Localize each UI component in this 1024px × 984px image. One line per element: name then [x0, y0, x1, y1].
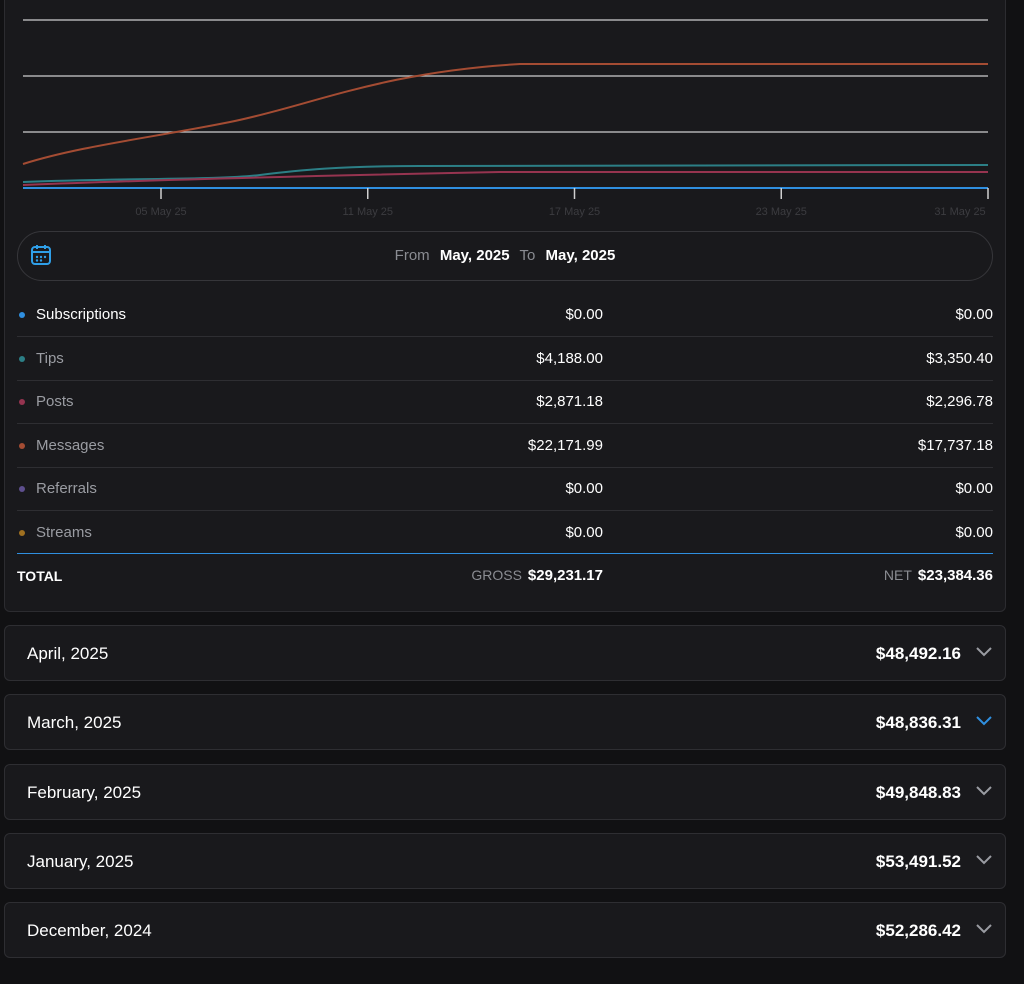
- breakdown-row: Messages $22,171.99 $17,737.18: [17, 424, 993, 468]
- messages-line: [22, 63, 988, 165]
- month-row[interactable]: March, 2025 $48,836.31: [4, 694, 1006, 751]
- net-value: $23,384.36: [917, 567, 993, 584]
- total-gross: GROSS $29,231.17: [471, 567, 603, 584]
- row-net: $2,296.78: [926, 393, 993, 411]
- row-gross: $0.00: [565, 306, 603, 323]
- month-name: February, 2025: [27, 782, 142, 802]
- x-tick-label: 05 May 25: [135, 206, 186, 218]
- calendar-icon: [31, 245, 51, 265]
- breakdown-row: Referrals $0.00 $0.00: [17, 467, 993, 512]
- to-label: To: [519, 247, 536, 264]
- month-row[interactable]: February, 2025 $49,848.83: [4, 763, 1006, 820]
- chevron: [976, 924, 992, 934]
- from-label: From: [394, 247, 430, 264]
- chevron: [976, 716, 992, 726]
- month-row[interactable]: January, 2025 $53,491.52: [4, 832, 1006, 889]
- chevron-path: [976, 785, 992, 796]
- divider: [17, 553, 993, 554]
- gross-value: $29,231.17: [527, 567, 603, 584]
- row-gross: $4,188.00: [536, 349, 603, 367]
- date-range[interactable]: From May, 2025 To May, 2025: [17, 231, 993, 281]
- row-name: Streams: [36, 524, 92, 541]
- x-tick-label: 23 May 25: [756, 206, 807, 218]
- legend-dot: [19, 312, 25, 318]
- month-name: January, 2025: [27, 851, 134, 871]
- row-net: $0.00: [955, 306, 993, 323]
- row-name: Messages: [36, 436, 105, 454]
- legend-dot: [19, 530, 25, 536]
- from-value: May, 2025: [439, 247, 510, 264]
- row-gross: $0.00: [565, 524, 603, 541]
- row-name: Posts: [36, 393, 74, 411]
- month-name: April, 2025: [27, 644, 109, 663]
- breakdown-row: Posts $2,871.18 $2,296.78: [17, 380, 993, 425]
- x-tick-label: 11 May 25: [342, 206, 393, 218]
- chevron-path: [976, 855, 992, 865]
- month-amount: $52,286.42: [875, 921, 961, 941]
- month-amount: $48,492.16: [875, 644, 961, 663]
- row-gross: $2,871.18: [536, 393, 603, 411]
- month-name: December, 2024: [27, 921, 152, 941]
- row-net: $0.00: [955, 480, 993, 498]
- earnings-panel: [4, 0, 1006, 612]
- chevron: [976, 855, 992, 865]
- month-amount: $53,491.52: [875, 851, 961, 871]
- to-value: May, 2025: [545, 247, 616, 264]
- legend-dot: [19, 442, 25, 449]
- month-row[interactable]: April, 2025 $48,492.16: [4, 625, 1006, 681]
- row-gross: $22,171.99: [527, 436, 603, 454]
- net-label: NET: [883, 567, 912, 583]
- chevron-path: [976, 924, 992, 934]
- month-amount: $48,836.31: [875, 713, 961, 733]
- breakdown-row: Subscriptions $0.00 $0.00: [17, 293, 993, 337]
- range-text: From May, 2025 To May, 2025: [18, 247, 992, 264]
- chevron: [976, 785, 992, 796]
- chevron: [976, 647, 992, 657]
- legend-dot: [19, 399, 25, 406]
- x-tick-label: 31 May 25: [934, 206, 985, 218]
- row-net: $0.00: [955, 524, 993, 541]
- x-tick-label: 17 May 25: [549, 206, 600, 218]
- total-label: TOTAL: [17, 568, 63, 584]
- posts-line: [22, 171, 988, 186]
- month-amount: $49,848.83: [875, 782, 961, 802]
- row-net: $3,350.40: [926, 349, 993, 367]
- row-gross: $0.00: [565, 480, 603, 498]
- gross-label: GROSS: [471, 567, 522, 583]
- chevron-path: [976, 716, 992, 726]
- month-name: March, 2025: [27, 713, 122, 733]
- total-net: NET $23,384.36: [884, 567, 993, 584]
- row-name: Tips: [36, 349, 64, 367]
- breakdown-row: Streams $0.00 $0.00: [17, 511, 993, 554]
- legend-dot: [19, 355, 25, 362]
- row-name: Subscriptions: [36, 306, 127, 323]
- row-net: $17,737.18: [917, 436, 993, 454]
- chart: 05 May 25 11 May 25 17 May 25 23 May 25 31 M…: [22, 19, 989, 218]
- month-row[interactable]: December, 2024 $52,286.42: [4, 902, 1006, 959]
- tips-line: [22, 164, 989, 183]
- chevron-path: [976, 647, 992, 657]
- breakdown-row: Tips $4,188.00 $3,350.40: [17, 337, 993, 381]
- legend-dot: [19, 486, 25, 493]
- row-name: Referrals: [36, 480, 97, 498]
